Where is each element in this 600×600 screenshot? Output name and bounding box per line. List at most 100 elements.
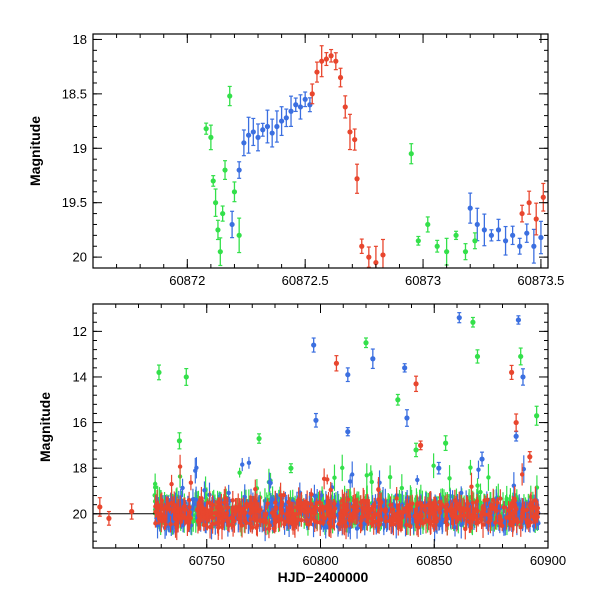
y-tick-label: 19 (73, 141, 87, 156)
x-tick-label: 60873 (405, 273, 441, 288)
baseline-point (493, 520, 498, 525)
baseline-point (443, 508, 448, 514)
data-point (479, 456, 485, 462)
baseline-point (160, 506, 166, 511)
baseline-point (199, 504, 204, 510)
baseline-point (321, 476, 327, 482)
data-point (229, 221, 235, 228)
data-point (443, 440, 449, 446)
baseline-point (347, 515, 353, 520)
baseline-point (332, 475, 337, 480)
data-point (538, 234, 544, 241)
data-point (283, 115, 289, 121)
baseline-point (230, 517, 236, 523)
baseline-point (468, 525, 473, 531)
baseline-point (431, 500, 437, 505)
baseline-point (512, 509, 518, 514)
baseline-point (488, 503, 494, 508)
data-point (302, 96, 308, 102)
data-point (534, 413, 540, 419)
data-point (260, 127, 266, 133)
baseline-point (168, 522, 173, 527)
data-point (453, 232, 459, 238)
baseline-point (459, 506, 464, 511)
baseline-point (182, 507, 188, 513)
baseline-point (328, 487, 333, 493)
baseline-point (254, 502, 260, 507)
baseline-point (209, 506, 215, 512)
data-point (402, 365, 408, 371)
baseline-point (167, 506, 172, 512)
baseline-point (188, 480, 194, 485)
baseline-point (258, 507, 263, 513)
data-point (288, 108, 294, 114)
baseline-point (454, 501, 460, 507)
y-tick-label: 18 (73, 461, 87, 476)
x-tick-label: 60873.5 (517, 273, 564, 288)
baseline-point (223, 495, 228, 501)
data-point (518, 353, 524, 360)
plot-area (203, 45, 546, 268)
data-point (502, 238, 509, 244)
data-point (520, 374, 526, 380)
data-point (319, 58, 325, 64)
data-point (274, 123, 280, 130)
baseline-point (376, 522, 382, 528)
baseline-point (199, 496, 204, 501)
baseline-point (479, 510, 485, 515)
data-point (380, 252, 386, 258)
baseline-point (524, 517, 529, 523)
data-point (474, 353, 481, 360)
data-point (345, 429, 351, 435)
data-point (176, 438, 183, 444)
x-tick-label: 60800 (302, 553, 338, 568)
baseline-point (185, 517, 190, 522)
data-point (531, 243, 537, 249)
baseline-point (475, 520, 481, 525)
data-point (328, 53, 334, 59)
baseline-point (510, 503, 515, 508)
baseline-point (340, 498, 345, 503)
baseline-point (282, 522, 287, 527)
data-point (510, 232, 516, 238)
baseline-point (396, 516, 401, 521)
baseline-point (169, 481, 174, 487)
baseline-point (531, 505, 536, 511)
baseline-point (390, 507, 396, 512)
bottom-x-axis-title: HJD−2400000 (278, 569, 369, 585)
baseline-point (210, 515, 215, 521)
baseline-point (273, 506, 278, 511)
baseline-point (434, 516, 439, 521)
baseline-point (482, 512, 488, 517)
baseline-point (284, 512, 289, 517)
data-point (425, 221, 431, 228)
data-point (373, 259, 379, 266)
data-point (337, 74, 344, 81)
baseline-point (239, 508, 244, 513)
baseline-point (186, 497, 192, 503)
data-point (363, 340, 369, 346)
baseline-point (281, 492, 286, 498)
data-point (297, 104, 304, 110)
baseline-point (321, 515, 326, 521)
baseline-point (169, 500, 174, 506)
baseline-point (371, 514, 376, 520)
baseline-point (468, 465, 473, 470)
baseline-point (535, 514, 540, 520)
data-point (208, 134, 214, 140)
baseline-point (219, 520, 225, 526)
baseline-point (244, 520, 249, 526)
baseline-point (416, 525, 421, 530)
baseline-point (326, 507, 331, 513)
baseline-point (370, 504, 376, 510)
data-point (342, 104, 348, 110)
data-point (156, 369, 162, 376)
baseline-point (404, 522, 409, 528)
baseline-point (430, 510, 435, 516)
baseline-point (223, 514, 229, 519)
data-point (404, 415, 410, 421)
baseline-point (383, 508, 388, 514)
baseline-point (286, 520, 292, 525)
baseline-point (191, 501, 197, 507)
baseline-point (473, 507, 478, 512)
